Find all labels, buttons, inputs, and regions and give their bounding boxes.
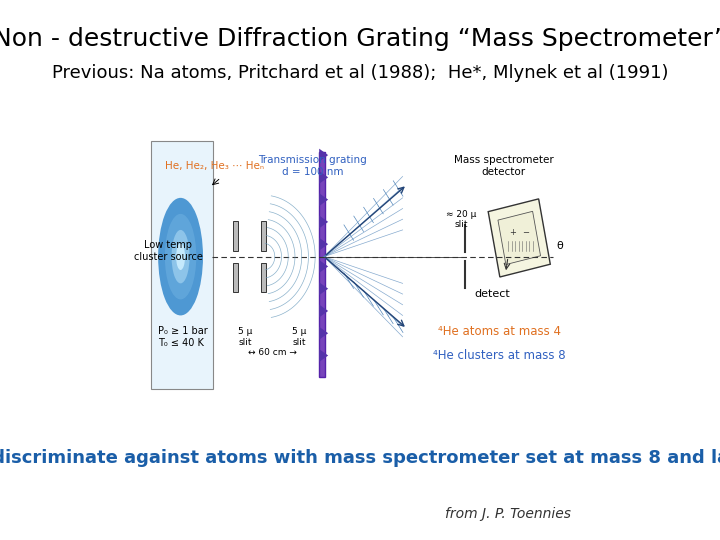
Text: +: + bbox=[509, 228, 516, 237]
Ellipse shape bbox=[171, 230, 189, 284]
Bar bbox=[319, 152, 325, 377]
Text: ⁴He atoms at mass 4: ⁴He atoms at mass 4 bbox=[438, 325, 561, 338]
Text: 5 μ
slit: 5 μ slit bbox=[238, 327, 253, 347]
Text: P₀ ≥ 1 bar
T₀ ≤ 40 K: P₀ ≥ 1 bar T₀ ≤ 40 K bbox=[158, 326, 208, 348]
Text: Low temp
cluster source: Low temp cluster source bbox=[134, 240, 202, 262]
Polygon shape bbox=[319, 282, 328, 295]
Polygon shape bbox=[319, 327, 328, 340]
Polygon shape bbox=[319, 193, 328, 206]
Text: −: − bbox=[523, 228, 529, 237]
Text: from J. P. Toennies: from J. P. Toennies bbox=[445, 507, 571, 521]
FancyBboxPatch shape bbox=[150, 140, 213, 389]
Text: ↔ 60 cm →: ↔ 60 cm → bbox=[248, 348, 297, 357]
Polygon shape bbox=[498, 211, 541, 265]
Polygon shape bbox=[319, 215, 328, 228]
Polygon shape bbox=[319, 260, 328, 273]
Text: ≈ 20 μ
slit: ≈ 20 μ slit bbox=[446, 210, 476, 229]
Polygon shape bbox=[488, 199, 550, 277]
Text: He, He₂, He₃ ⋯ Heₙ: He, He₂, He₃ ⋯ Heₙ bbox=[165, 161, 264, 171]
Polygon shape bbox=[319, 238, 328, 251]
Ellipse shape bbox=[158, 198, 203, 315]
Polygon shape bbox=[319, 148, 328, 161]
Text: Can discriminate against atoms with mass spectrometer set at mass 8 and larger: Can discriminate against atoms with mass… bbox=[0, 449, 720, 467]
Polygon shape bbox=[319, 349, 328, 362]
Polygon shape bbox=[319, 305, 328, 318]
Ellipse shape bbox=[176, 244, 185, 270]
Polygon shape bbox=[319, 171, 328, 184]
Text: ⁴He clusters at mass 8: ⁴He clusters at mass 8 bbox=[433, 349, 565, 362]
Text: θ: θ bbox=[557, 241, 563, 251]
Ellipse shape bbox=[165, 214, 197, 299]
Bar bbox=[261, 262, 266, 292]
Text: Previous: Na atoms, Pritchard et al (1988);  He*, Mlynek et al (1991): Previous: Na atoms, Pritchard et al (198… bbox=[52, 64, 668, 82]
Text: 5 μ
slit: 5 μ slit bbox=[292, 327, 307, 347]
Text: Mass spectrometer
detector: Mass spectrometer detector bbox=[454, 155, 554, 177]
Text: Non - destructive Diffraction Grating “Mass Spectrometer”: Non - destructive Diffraction Grating “M… bbox=[0, 27, 720, 51]
Bar bbox=[261, 221, 266, 251]
Text: Transmission grating
d = 100 nm: Transmission grating d = 100 nm bbox=[258, 155, 367, 177]
Bar bbox=[233, 221, 238, 251]
Bar bbox=[233, 262, 238, 292]
Text: detect: detect bbox=[474, 289, 510, 299]
